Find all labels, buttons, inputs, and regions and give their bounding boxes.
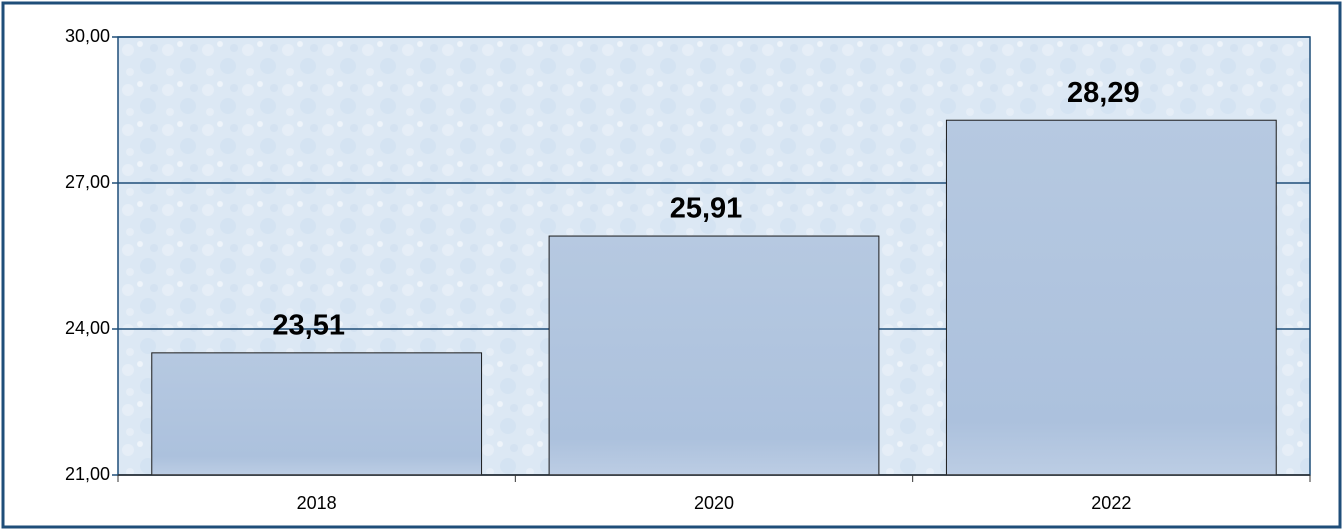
bar	[151, 352, 483, 476]
y-tick-label: 27,00	[65, 172, 110, 192]
x-tick-label: 2020	[694, 493, 734, 513]
y-tick-label: 30,00	[65, 26, 110, 46]
x-tick-label: 2022	[1091, 493, 1131, 513]
y-tick-label: 21,00	[65, 464, 110, 484]
x-tick-label: 2018	[297, 493, 337, 513]
value-label: 25,91	[670, 193, 743, 225]
value-label: 28,29	[1067, 77, 1140, 109]
bar	[945, 119, 1277, 476]
y-tick-label: 24,00	[65, 318, 110, 338]
bar	[548, 235, 880, 476]
value-label: 23,51	[272, 310, 345, 342]
